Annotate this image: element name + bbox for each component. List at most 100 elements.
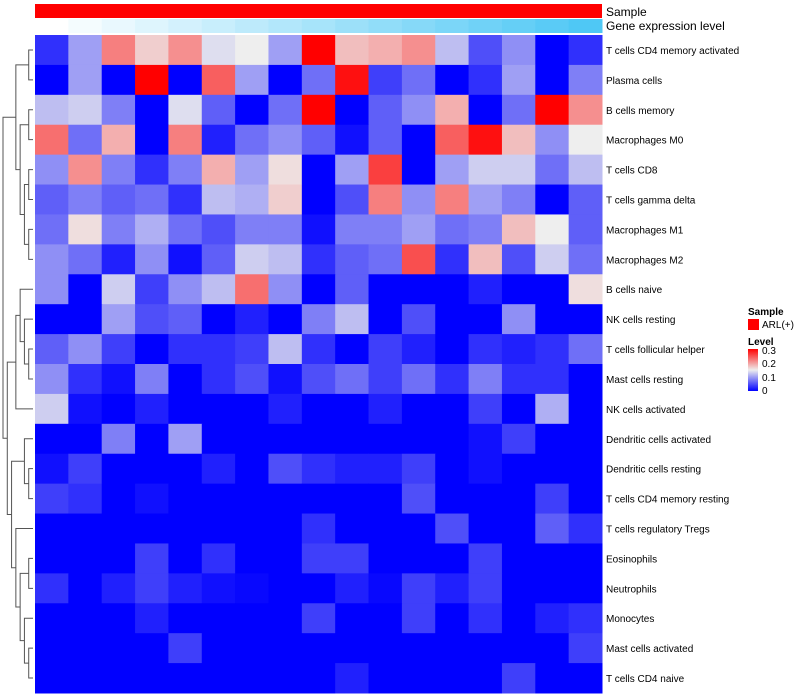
gene-expression-cell [535, 19, 570, 33]
heatmap-cell [135, 573, 169, 604]
heatmap-cell [535, 124, 570, 156]
heatmap-cell [568, 364, 603, 395]
heatmap-cell [335, 64, 370, 96]
heatmap-cell [401, 364, 436, 395]
heatmap-cell [401, 244, 436, 275]
sample-annotation-label: Sample [606, 5, 647, 19]
row-label: Mast cells activated [606, 644, 693, 655]
gene-expression-cell [168, 19, 203, 33]
heatmap-cell [435, 603, 470, 634]
heatmap-cell [101, 304, 136, 335]
heatmap-cell [101, 513, 136, 544]
heatmap-cell [301, 244, 336, 275]
heatmap-cell [468, 334, 503, 365]
heatmap-cell [168, 543, 203, 574]
heatmap-cell [35, 304, 69, 335]
heatmap-cell [135, 513, 169, 544]
heatmap-cell [468, 184, 503, 215]
heatmap-cell [68, 573, 103, 604]
heatmap-cell [201, 94, 236, 126]
heatmap-cell [68, 274, 103, 305]
heatmap-cell [435, 633, 470, 664]
heatmap-cell [535, 453, 570, 485]
heatmap-cell [501, 633, 536, 664]
heatmap-cell [401, 94, 436, 126]
heatmap-cell [468, 603, 503, 634]
heatmap-cell [135, 453, 169, 485]
heatmap-cell [335, 633, 370, 664]
heatmap-cell [535, 663, 570, 694]
heatmap-cell [235, 244, 269, 275]
heatmap-cell [368, 334, 403, 365]
heatmap-cell [268, 124, 303, 156]
heatmap-cell [335, 334, 370, 365]
heatmap-cell [501, 483, 536, 515]
heatmap-cell [335, 663, 370, 694]
heatmap-cell [435, 573, 470, 604]
legend-color-bar [748, 349, 758, 391]
heatmap-cell [501, 334, 536, 365]
dendrogram-branch [28, 109, 33, 141]
heatmap-cell [468, 244, 503, 275]
heatmap-cell [168, 274, 203, 305]
heatmap-cell [68, 364, 103, 395]
heatmap-cell [68, 543, 103, 574]
heatmap-cell [235, 124, 269, 156]
heatmap-cell [401, 573, 436, 604]
heatmap-cell [568, 573, 603, 604]
gene-expression-cell [435, 19, 470, 33]
heatmap-cell [135, 184, 169, 215]
heatmap-cell [468, 483, 503, 515]
heatmap-cell [268, 633, 303, 664]
heatmap-cell [68, 214, 103, 245]
heatmap-cell [168, 304, 203, 335]
gene-expression-cell [401, 19, 436, 33]
heatmap-cell [135, 393, 169, 425]
heatmap-cell [568, 124, 603, 156]
heatmap-cell [168, 573, 203, 604]
heatmap-cell [135, 64, 169, 96]
heatmap-cell [301, 393, 336, 425]
heatmap-cell [501, 573, 536, 604]
heatmap-cell [568, 334, 603, 365]
heatmap-cell [201, 154, 236, 186]
heatmap-cell [401, 35, 436, 66]
heatmap-cell [435, 663, 470, 694]
heatmap-cell [68, 603, 103, 634]
heatmap-cell [301, 304, 336, 335]
heatmap-cell [568, 513, 603, 544]
heatmap-cell [468, 513, 503, 544]
heatmap-cell [401, 543, 436, 574]
heatmap-cell [235, 573, 269, 604]
heatmap-cell [468, 453, 503, 485]
heatmap-cell [35, 513, 69, 544]
row-label: Macrophages M0 [606, 136, 684, 147]
heatmap-cell [401, 393, 436, 425]
heatmap-cell [501, 513, 536, 544]
heatmap-cell [368, 513, 403, 544]
heatmap-cell [501, 393, 536, 425]
heatmap-cell [368, 603, 403, 634]
heatmap-cell [235, 154, 269, 186]
dendrogram-branch [28, 169, 33, 200]
heatmap-cell [68, 154, 103, 186]
heatmap-cell [368, 274, 403, 305]
heatmap-cell [468, 154, 503, 186]
legend-level-title: Level [748, 337, 774, 348]
heatmap-cell [268, 573, 303, 604]
dendrogram-branch [23, 184, 29, 245]
legend-sample-item: ARL(+) [762, 320, 794, 331]
heatmap-cell [435, 184, 470, 215]
heatmap-cell [368, 154, 403, 186]
heatmap-cell [201, 633, 236, 664]
heatmap-cell [435, 274, 470, 305]
heatmap-cell [201, 423, 236, 455]
heatmap-cell [335, 94, 370, 126]
heatmap-cell [268, 423, 303, 455]
gene-expression-cell [68, 19, 103, 33]
dendrogram-branch [28, 647, 33, 679]
heatmap-cell [368, 244, 403, 275]
heatmap-cell [435, 64, 470, 96]
row-label: NK cells resting [606, 315, 675, 326]
heatmap-cell [135, 543, 169, 574]
